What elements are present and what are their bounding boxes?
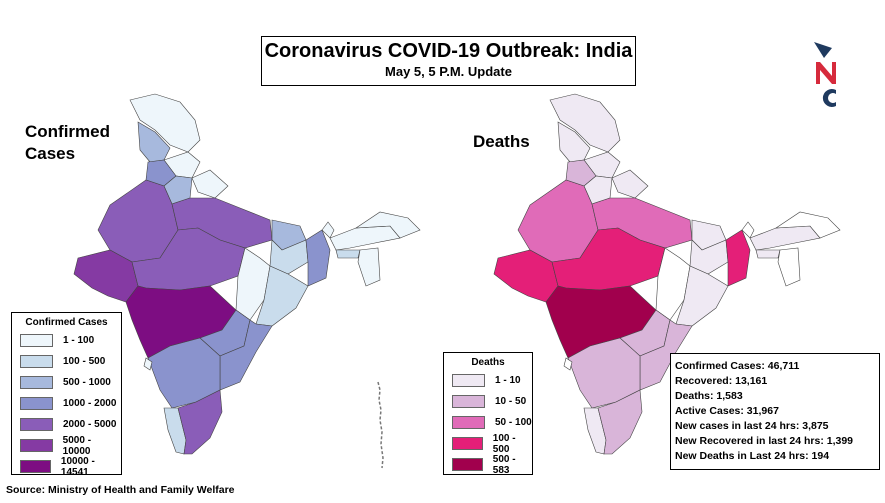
- region-meghalaya: [755, 249, 781, 259]
- region-sikkim: [321, 221, 335, 239]
- stat-new-cases: New cases in last 24 hrs: 3,875: [675, 420, 829, 432]
- deaths-map-label: Deaths: [473, 131, 535, 153]
- region-west-bengal: [725, 229, 751, 287]
- region-tamil-nadu: [177, 389, 223, 455]
- confirmed-legend-label: 10000 - 14541: [60, 455, 95, 478]
- deaths-legend-label: 1 - 10: [495, 375, 521, 386]
- deaths-legend-label: 100 - 500: [492, 432, 516, 455]
- deaths-legend-swatch: [452, 437, 483, 450]
- deaths-legend-swatch: [452, 395, 485, 408]
- deaths-legend-swatch: [452, 374, 485, 387]
- deaths-legend-swatch: [452, 458, 483, 471]
- deaths-legend-row: 500 - 583: [444, 453, 532, 476]
- region-goa: [563, 357, 573, 371]
- confirmed-legend-label: 2000 - 5000: [63, 419, 117, 430]
- confirmed-legend-label: 500 - 1000: [63, 377, 111, 388]
- stat-confirmed: Confirmed Cases: 46,711: [675, 360, 800, 372]
- region-meghalaya: [335, 249, 361, 259]
- confirmed-legend-swatch: [20, 460, 51, 473]
- confirmed-legend-label: 5000 - 10000: [62, 434, 92, 457]
- region-tamil-nadu: [597, 389, 643, 455]
- region-west-bengal: [305, 229, 331, 287]
- deaths-legend-items: 1 - 10 10 - 50 50 - 100 100 - 500 500 - 583: [444, 370, 532, 476]
- region-mp: [131, 227, 246, 291]
- nc-logo-icon: [812, 40, 842, 110]
- confirmed-legend-swatch: [20, 397, 53, 410]
- confirmed-legend-swatch: [20, 334, 53, 347]
- confirmed-legend-items: 1 - 100 100 - 500 500 - 1000 1000 - 2000 200…: [12, 330, 121, 478]
- confirmed-legend-label: 100 - 500: [63, 356, 106, 367]
- confirmed-legend-row: 100 - 500: [12, 351, 121, 372]
- deaths-legend-title: Deaths: [471, 357, 505, 368]
- region-sikkim: [741, 221, 755, 239]
- stat-active: Active Cases: 31,967: [675, 405, 779, 417]
- deaths-legend-row: 1 - 10: [444, 370, 532, 391]
- stat-new-deaths: New Deaths in Last 24 hrs: 194: [675, 450, 830, 462]
- region-assam: [749, 225, 821, 251]
- region-ladakh: [129, 93, 201, 153]
- confirmed-legend-swatch: [20, 418, 53, 431]
- region-arunachal: [354, 211, 421, 239]
- deaths-legend-label: 50 - 100: [495, 417, 532, 428]
- region-tripura-mizoram: [777, 247, 801, 287]
- deaths-legend-row: 10 - 50: [444, 391, 532, 412]
- region-ladakh: [549, 93, 621, 153]
- confirmed-legend-swatch: [20, 355, 53, 368]
- region-goa: [143, 357, 153, 371]
- region-mp: [551, 227, 666, 291]
- deaths-legend-label: 10 - 50: [495, 396, 527, 407]
- region-odisha: [255, 265, 309, 327]
- confirmed-legend-title: Confirmed Cases: [25, 317, 108, 328]
- confirmed-map-label: Confirmed Cases: [25, 121, 125, 165]
- deaths-legend-row: 50 - 100: [444, 412, 532, 433]
- region-arunachal: [774, 211, 841, 239]
- stat-new-recovered: New Recovered in last 24 hrs: 1,399: [675, 435, 854, 447]
- deaths-legend-swatch: [452, 416, 485, 429]
- deaths-map: [480, 90, 841, 470]
- confirmed-legend-row: 1 - 100: [12, 330, 121, 351]
- stat-recovered: Recovered: 13,161: [675, 375, 768, 387]
- region-tripura-mizoram: [357, 247, 381, 287]
- deaths-legend-label: 500 - 583: [492, 453, 516, 476]
- confirmed-legend-row: 500 - 1000: [12, 372, 121, 393]
- confirmed-legend-row: 2000 - 5000: [12, 414, 121, 435]
- andaman-islands-icon: [372, 380, 386, 470]
- page-subtitle: May 5, 5 P.M. Update: [385, 64, 512, 79]
- confirmed-legend-swatch: [20, 439, 53, 452]
- confirmed-legend-row: 1000 - 2000: [12, 393, 121, 414]
- region-uttarakhand: [611, 169, 649, 199]
- confirmed-legend-label: 1000 - 2000: [63, 398, 117, 409]
- page-title: Coronavirus COVID-19 Outbreak: India: [264, 40, 633, 62]
- deaths-legend-row: 100 - 500: [444, 432, 532, 455]
- source-note: Source: Ministry of Health and Family We…: [6, 484, 235, 496]
- deaths-legend: Deaths 1 - 10 10 - 50 50 - 100 100 - 500 500…: [443, 352, 533, 476]
- confirmed-legend-row: 10000 - 14541: [12, 455, 121, 478]
- region-uttarakhand: [191, 169, 229, 199]
- confirmed-legend-label: 1 - 100: [63, 335, 95, 346]
- confirmed-legend: Confirmed Cases 1 - 100 100 - 500 500 - 10…: [11, 312, 122, 478]
- stat-deaths: Deaths: 1,583: [675, 390, 743, 402]
- region-assam: [329, 225, 401, 251]
- confirmed-legend-row: 5000 - 10000: [12, 434, 121, 457]
- confirmed-cases-map: [60, 90, 421, 470]
- stats-box: Confirmed Cases: 46,711 Recovered: 13,16…: [670, 353, 880, 470]
- region-odisha: [675, 265, 729, 327]
- confirmed-legend-swatch: [20, 376, 53, 389]
- title-box: Coronavirus COVID-19 Outbreak: India May…: [261, 36, 636, 86]
